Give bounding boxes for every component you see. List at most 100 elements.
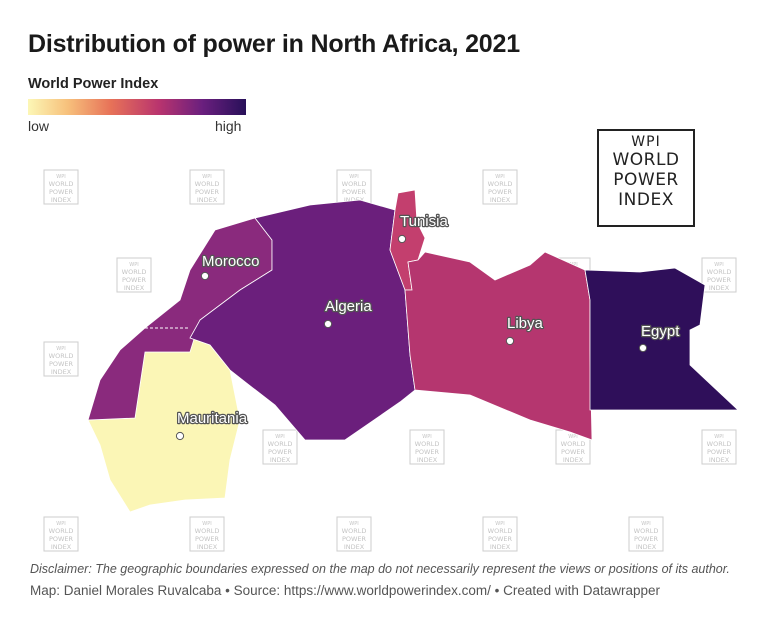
- watermark-text: WPI: [422, 434, 431, 440]
- legend-high-label: high: [215, 118, 242, 134]
- city-dot-libya: [505, 336, 515, 346]
- watermark-text: WORLD: [49, 180, 74, 188]
- watermark-text: POWER: [342, 188, 367, 196]
- watermark-text: WPI: [202, 174, 211, 180]
- watermark-text: POWER: [634, 535, 659, 543]
- legend-title: World Power Index: [28, 76, 159, 92]
- logo-line-2: WORLD: [612, 150, 680, 170]
- watermark-text: INDEX: [197, 543, 218, 551]
- watermark-text: WPI: [714, 434, 723, 440]
- country-label-morocco: Morocco: [202, 253, 260, 270]
- city-dot-egypt: [638, 343, 648, 353]
- watermark-text: WPI: [568, 434, 577, 440]
- country-label-libya: Libya: [507, 315, 544, 332]
- watermark-text: INDEX: [636, 543, 657, 551]
- watermark-text: WPI: [641, 521, 650, 527]
- watermark-text: INDEX: [417, 456, 438, 464]
- watermark-text: WORLD: [342, 527, 367, 535]
- watermark-text: INDEX: [709, 456, 730, 464]
- watermark-text: WORLD: [415, 440, 440, 448]
- legend-low-label: low: [28, 118, 50, 134]
- watermark-text: POWER: [49, 535, 74, 543]
- watermark-text: WPI: [275, 434, 284, 440]
- watermark-text: POWER: [488, 535, 513, 543]
- watermark-text: INDEX: [270, 456, 291, 464]
- watermark-text: INDEX: [197, 196, 218, 204]
- watermark-text: INDEX: [124, 284, 145, 292]
- watermark-text: WPI: [495, 521, 504, 527]
- watermark-text: WORLD: [195, 527, 220, 535]
- country-label-tunisia: Tunisia: [400, 213, 448, 230]
- watermark-text: WORLD: [122, 268, 147, 276]
- country-libya[interactable]: [404, 251, 593, 441]
- watermark-text: WORLD: [488, 527, 513, 535]
- watermark-text: POWER: [707, 276, 732, 284]
- watermark-text: WPI: [714, 262, 723, 268]
- watermark-text: POWER: [122, 276, 147, 284]
- map-title: Distribution of power in North Africa, 2…: [28, 30, 520, 58]
- watermark-text: INDEX: [344, 196, 365, 204]
- watermark-text: POWER: [707, 448, 732, 456]
- city-dot-mauritania: [175, 431, 185, 441]
- watermark-text: INDEX: [490, 543, 511, 551]
- watermark-text: WORLD: [634, 527, 659, 535]
- legend-gradient-bar: [28, 99, 246, 115]
- country-label-algeria: Algeria: [325, 298, 372, 315]
- watermark-text: POWER: [488, 188, 513, 196]
- watermark-text: POWER: [415, 448, 440, 456]
- watermark-text: WORLD: [195, 180, 220, 188]
- city-dot-algeria: [323, 319, 333, 329]
- watermark-text: WPI: [56, 174, 65, 180]
- watermark-text: POWER: [561, 448, 586, 456]
- watermark-text: WORLD: [561, 440, 586, 448]
- city-dot-morocco: [200, 271, 210, 281]
- watermark-text: INDEX: [51, 543, 72, 551]
- watermark-text: POWER: [268, 448, 293, 456]
- country-egypt[interactable]: [584, 267, 740, 411]
- watermark-text: WORLD: [707, 268, 732, 276]
- watermark-text: WORLD: [268, 440, 293, 448]
- watermark-text: WPI: [495, 174, 504, 180]
- disclaimer-text: Disclaimer: The geographic boundaries ex…: [30, 562, 730, 576]
- capital-markers: Morocco Algeria Tunisia Libya Egypt Mauritani…: [175, 212, 681, 441]
- watermark-text: WPI: [56, 521, 65, 527]
- watermark-text: INDEX: [51, 368, 72, 376]
- watermark-text: WORLD: [49, 352, 74, 360]
- watermark-text: WORLD: [342, 180, 367, 188]
- watermark-text: WPI: [129, 262, 138, 268]
- watermark-text: INDEX: [563, 456, 584, 464]
- logo-line-1: WPI: [631, 134, 661, 150]
- watermark-text: POWER: [49, 188, 74, 196]
- watermark-text: WPI: [56, 346, 65, 352]
- wpi-logo: WPI WORLD POWER INDEX: [597, 129, 695, 227]
- watermark-text: INDEX: [709, 284, 730, 292]
- country-label-mauritania: Mauritania: [177, 410, 248, 427]
- logo-line-4: INDEX: [618, 190, 674, 210]
- city-dot-tunisia: [397, 234, 407, 244]
- watermark-text: WPI: [349, 174, 358, 180]
- watermark-text: WPI: [349, 521, 358, 527]
- logo-line-3: POWER: [613, 170, 679, 190]
- watermark-text: WORLD: [49, 527, 74, 535]
- country-label-egypt: Egypt: [641, 323, 680, 340]
- watermark-text: POWER: [342, 535, 367, 543]
- watermark-text: INDEX: [51, 196, 72, 204]
- watermark-text: WORLD: [488, 180, 513, 188]
- watermark-text: INDEX: [490, 196, 511, 204]
- watermark-text: WORLD: [707, 440, 732, 448]
- watermark-text: POWER: [195, 188, 220, 196]
